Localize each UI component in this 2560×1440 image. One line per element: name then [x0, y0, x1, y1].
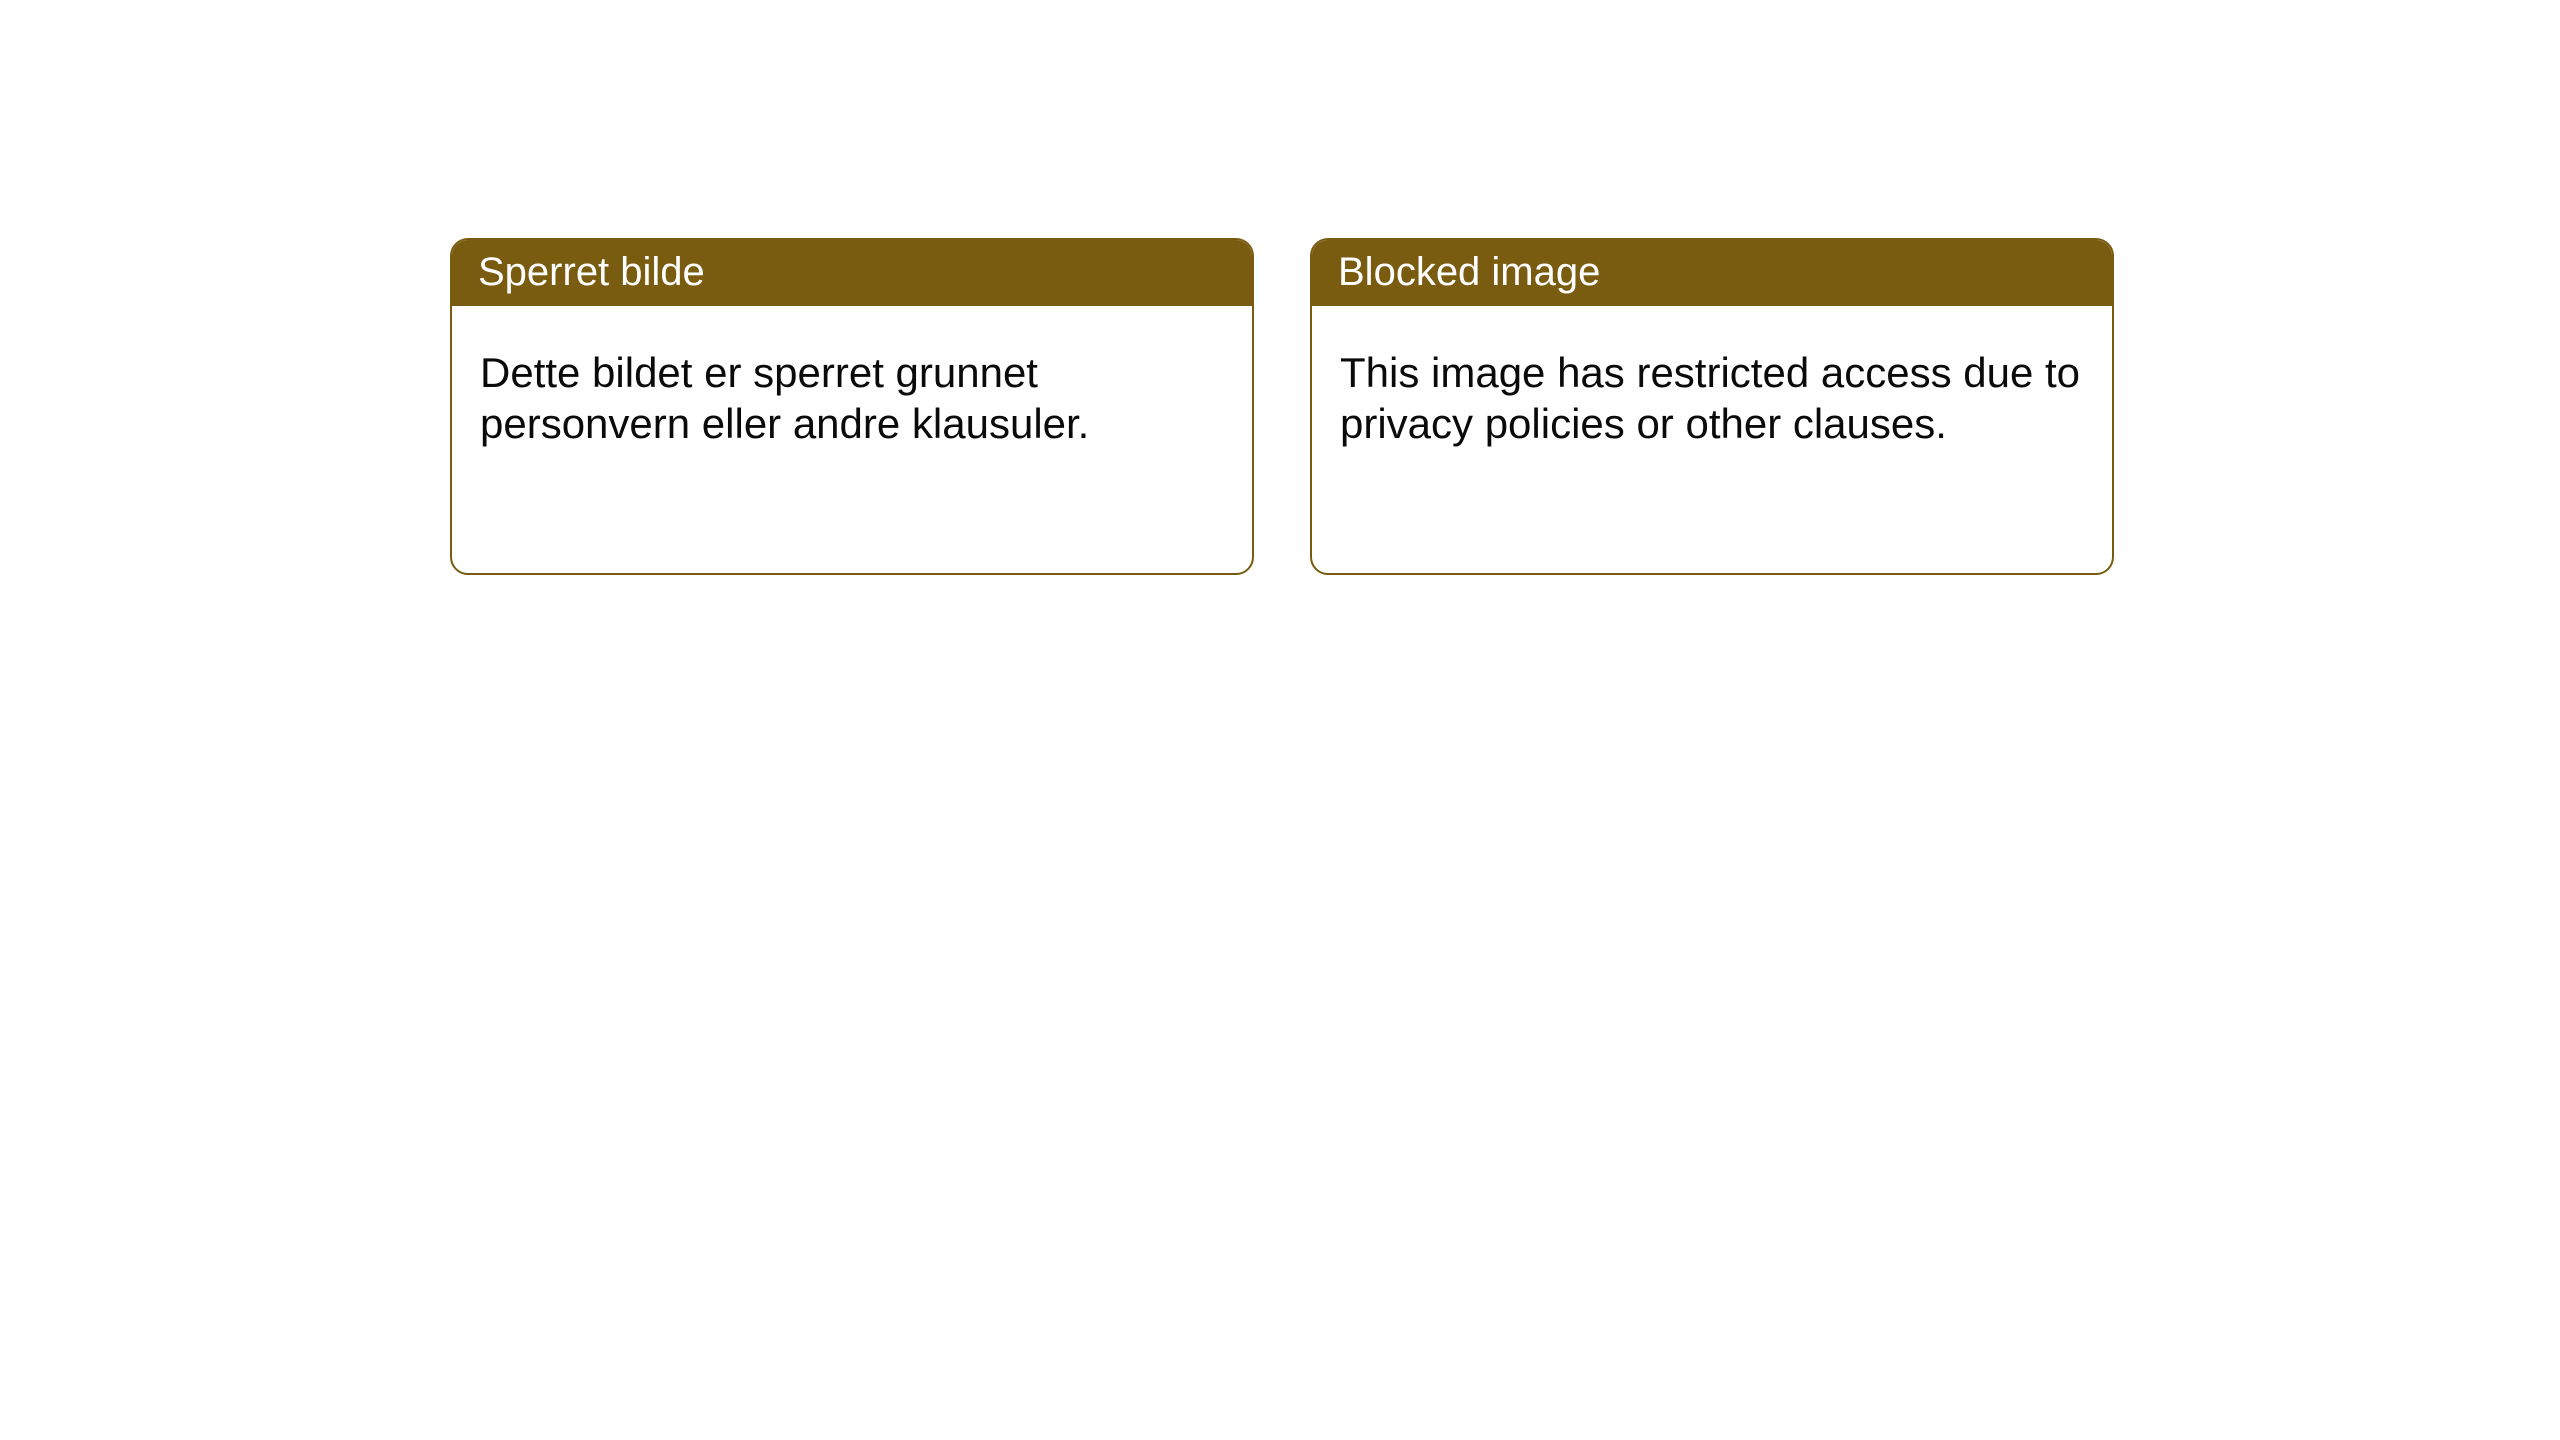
- card-header: Blocked image: [1312, 240, 2112, 306]
- card-title: Sperret bilde: [478, 250, 705, 294]
- notice-card-norwegian: Sperret bilde Dette bildet er sperret gr…: [450, 238, 1254, 575]
- card-title: Blocked image: [1338, 250, 1600, 294]
- notice-cards-container: Sperret bilde Dette bildet er sperret gr…: [450, 238, 2560, 575]
- notice-card-english: Blocked image This image has restricted …: [1310, 238, 2114, 575]
- card-body: Dette bildet er sperret grunnet personve…: [452, 306, 1252, 478]
- card-body: This image has restricted access due to …: [1312, 306, 2112, 478]
- card-body-text: Dette bildet er sperret grunnet personve…: [480, 349, 1089, 447]
- card-header: Sperret bilde: [452, 240, 1252, 306]
- card-body-text: This image has restricted access due to …: [1340, 349, 2080, 447]
